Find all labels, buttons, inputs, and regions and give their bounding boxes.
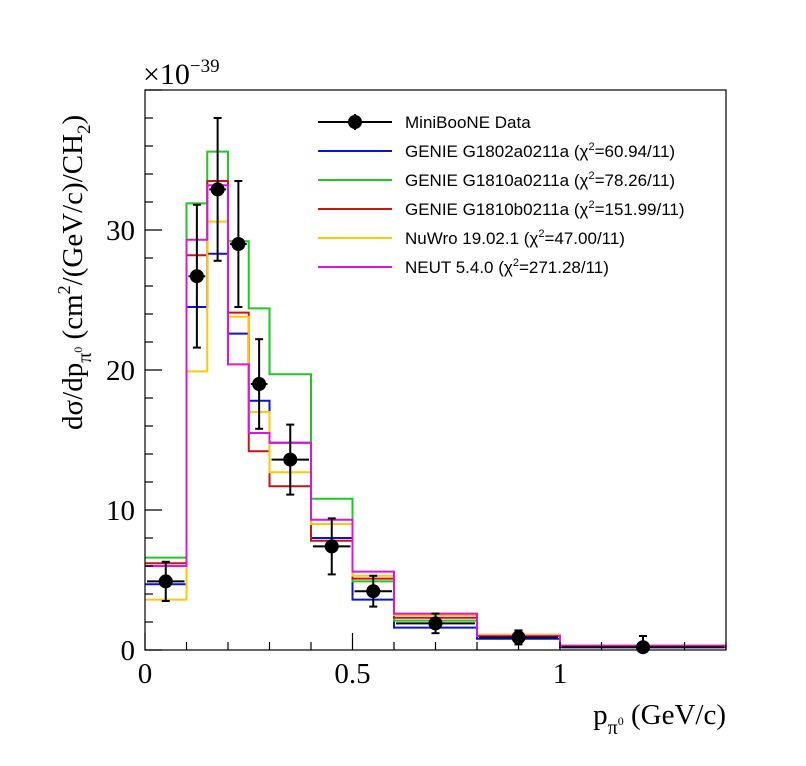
y-axis-label: dσ/dpπ0 (cm2/(GeV/c)/CH2) bbox=[54, 115, 96, 430]
y-tick-label-20: 20 bbox=[106, 355, 135, 387]
data-point-4 bbox=[231, 237, 246, 251]
x-axis-label: pπ0 (GeV/c) bbox=[593, 699, 726, 739]
x-tick-label-1: 1 bbox=[553, 658, 568, 690]
ticks-layer: 0 10 20 30 0 0.5 1 bbox=[106, 89, 727, 690]
x-tick-label-0: 0 bbox=[138, 658, 153, 690]
series-line-2 bbox=[145, 150, 726, 647]
y-tick-label-30: 30 bbox=[106, 215, 135, 247]
data-point-2 bbox=[189, 269, 204, 284]
data-point-10 bbox=[511, 630, 526, 645]
legend-label-5: NEUT 5.4.0 (χ2=271.28/11) bbox=[405, 257, 609, 277]
legend-swatch-data-marker bbox=[348, 115, 362, 129]
legend-label-3: GENIE G1810b0211a (χ2=151.99/11) bbox=[405, 199, 685, 219]
data-point-5 bbox=[252, 377, 267, 391]
data-layer bbox=[147, 117, 724, 655]
y-tick-label-10: 10 bbox=[106, 495, 135, 527]
legend-label-4: NuWro 19.02.1 (χ2=47.00/11) bbox=[405, 228, 625, 248]
legend: MiniBooNE Data GENIE G1802a0211a (χ2=60.9… bbox=[318, 113, 685, 277]
data-point-8 bbox=[366, 584, 381, 599]
x-tick-label-0-5: 0.5 bbox=[334, 658, 370, 690]
data-point-7 bbox=[324, 539, 339, 554]
data-point-9 bbox=[428, 616, 443, 631]
series-line-3 bbox=[145, 180, 726, 647]
legend-label-2: GENIE G1810a0211a (χ2=78.26/11) bbox=[405, 170, 675, 190]
series-layer bbox=[145, 150, 726, 649]
legend-label-1: GENIE G1802a0211a (χ2=60.94/11) bbox=[405, 141, 675, 161]
data-point-6 bbox=[283, 452, 298, 467]
legend-label-data: MiniBooNE Data bbox=[405, 113, 531, 132]
data-point-3 bbox=[210, 182, 225, 197]
exponent-label: ×10−39 bbox=[143, 56, 220, 91]
data-point-1 bbox=[158, 574, 173, 589]
series-line-5 bbox=[145, 184, 726, 647]
y-tick-label-0: 0 bbox=[121, 635, 136, 667]
series-line-4 bbox=[145, 220, 726, 647]
